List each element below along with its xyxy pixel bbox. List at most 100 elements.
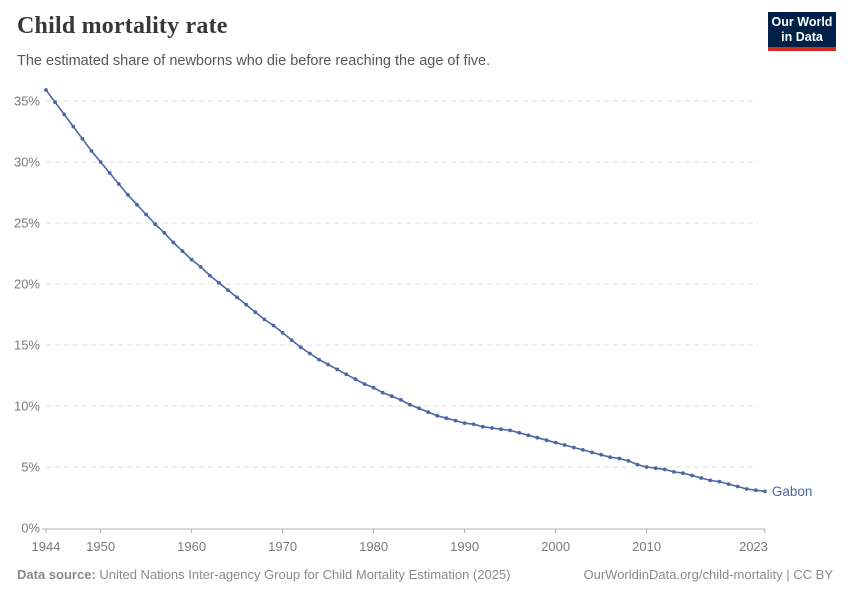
data-point[interactable] [672, 470, 676, 474]
data-point[interactable] [380, 390, 385, 395]
data-point[interactable] [626, 459, 631, 463]
data-point[interactable] [635, 462, 640, 467]
data-point[interactable] [517, 430, 522, 435]
data-point[interactable] [180, 249, 185, 254]
data-point[interactable] [153, 222, 158, 227]
data-point[interactable] [326, 362, 330, 367]
data-point[interactable] [662, 467, 667, 472]
data-point[interactable] [371, 385, 376, 390]
data-point[interactable] [399, 398, 403, 402]
x-tick-label: 1944 [32, 539, 61, 554]
data-point[interactable] [435, 413, 440, 418]
data-point[interactable] [708, 478, 713, 483]
data-source-label: Data source: [17, 567, 96, 582]
data-point[interactable] [389, 394, 394, 399]
data-point[interactable] [571, 445, 576, 450]
data-point[interactable] [253, 310, 258, 314]
data-point[interactable] [471, 422, 476, 427]
data-point[interactable] [426, 410, 431, 414]
data-point[interactable] [135, 202, 139, 207]
data-point[interactable] [144, 212, 149, 217]
data-point[interactable] [80, 136, 85, 141]
data-point[interactable] [308, 351, 312, 356]
y-tick-label: 30% [14, 155, 40, 170]
data-point[interactable] [480, 424, 485, 429]
data-point[interactable] [335, 367, 340, 372]
data-point[interactable] [581, 448, 585, 452]
y-tick-label: 35% [14, 94, 40, 109]
y-tick-label: 10% [14, 399, 40, 414]
x-tick-label: 2010 [632, 539, 661, 554]
data-point[interactable] [235, 295, 240, 300]
data-point[interactable] [89, 149, 94, 153]
data-point[interactable] [644, 465, 649, 469]
data-point[interactable] [207, 273, 212, 278]
data-point[interactable] [490, 426, 494, 430]
owid-logo-line2: in Data [781, 30, 823, 44]
data-point[interactable] [289, 338, 294, 342]
data-point[interactable] [744, 487, 749, 491]
data-point[interactable] [217, 280, 221, 285]
data-point[interactable] [107, 171, 112, 175]
data-point[interactable] [71, 124, 76, 129]
data-point[interactable] [98, 160, 103, 164]
x-tick-label: 1980 [359, 539, 388, 554]
data-point[interactable] [690, 473, 694, 478]
data-point[interactable] [526, 433, 531, 438]
data-point[interactable] [280, 330, 285, 335]
series-line-gabon[interactable] [45, 89, 766, 493]
x-tick-label: 2023 [739, 539, 768, 554]
data-point[interactable] [226, 288, 230, 292]
x-tick-label: 1990 [450, 539, 479, 554]
entity-label[interactable]: Gabon [772, 484, 813, 499]
data-point[interactable] [726, 482, 731, 486]
data-point[interactable] [562, 443, 567, 447]
data-point[interactable] [362, 382, 367, 386]
data-point[interactable] [444, 416, 449, 421]
data-point[interactable] [735, 484, 740, 489]
data-point[interactable] [653, 466, 658, 471]
data-point[interactable] [553, 440, 558, 445]
data-point[interactable] [262, 317, 267, 322]
data-point[interactable] [544, 438, 549, 443]
data-point[interactable] [681, 471, 685, 475]
data-point[interactable] [763, 489, 767, 494]
data-point[interactable] [453, 418, 458, 423]
data-source-text: United Nations Inter-agency Group for Ch… [95, 567, 511, 582]
data-point[interactable] [189, 257, 194, 262]
data-point[interactable] [590, 450, 594, 455]
data-point[interactable] [317, 357, 321, 362]
data-point[interactable] [298, 345, 303, 350]
data-point[interactable] [717, 479, 722, 484]
data-point[interactable] [599, 452, 603, 457]
data-point[interactable] [344, 372, 349, 377]
data-point[interactable] [171, 240, 176, 245]
data-point[interactable] [62, 112, 67, 117]
data-point[interactable] [462, 421, 467, 425]
data-point[interactable] [753, 488, 758, 493]
data-point[interactable] [44, 88, 48, 92]
data-point[interactable] [508, 428, 512, 433]
data-point[interactable] [271, 323, 276, 328]
owid-logo[interactable]: Our World in Data [768, 12, 836, 51]
x-tick-label: 2000 [541, 539, 570, 554]
data-point[interactable] [244, 302, 249, 307]
data-point[interactable] [408, 402, 412, 407]
data-point[interactable] [353, 377, 358, 382]
data-point[interactable] [116, 182, 121, 186]
data-point[interactable] [162, 230, 167, 235]
x-tick-label: 1970 [268, 539, 297, 554]
data-point[interactable] [198, 265, 203, 269]
data-point[interactable] [53, 100, 57, 105]
data-point[interactable] [499, 427, 503, 432]
owid-cc-link[interactable]: OurWorldinData.org/child-mortality | CC … [583, 567, 834, 582]
y-tick-label: 20% [14, 277, 40, 292]
data-point[interactable] [617, 456, 622, 461]
data-point[interactable] [699, 476, 704, 480]
data-point[interactable] [608, 455, 613, 460]
data-point[interactable] [417, 406, 421, 411]
data-point[interactable] [126, 193, 130, 197]
data-point[interactable] [535, 435, 540, 440]
